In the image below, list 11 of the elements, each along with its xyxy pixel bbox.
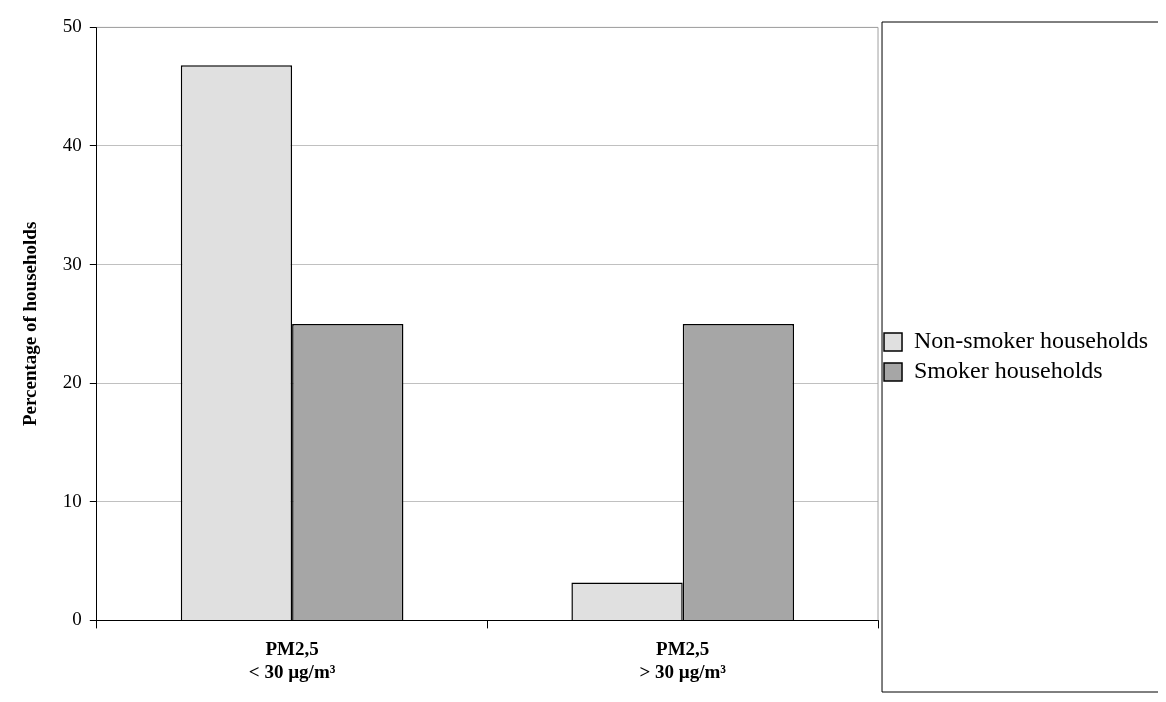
y-tick-label: 0: [72, 608, 82, 630]
x-tick-label: PM2,5 < 30 µg/m³: [248, 637, 336, 682]
legend-label: Non-smoker households: [914, 327, 1149, 354]
y-tick-label: 20: [62, 371, 82, 393]
y-tick-label: 40: [62, 133, 82, 155]
y-axis-title: Percentage of households: [19, 221, 41, 427]
legend-label: Smoker households: [914, 357, 1103, 384]
y-tick-label: 30: [62, 252, 82, 274]
y-tick-label: 10: [62, 489, 82, 511]
y-tick-label: 50: [62, 15, 82, 37]
x-tick-label: PM2,5 > 30 µg/m³: [639, 637, 727, 682]
